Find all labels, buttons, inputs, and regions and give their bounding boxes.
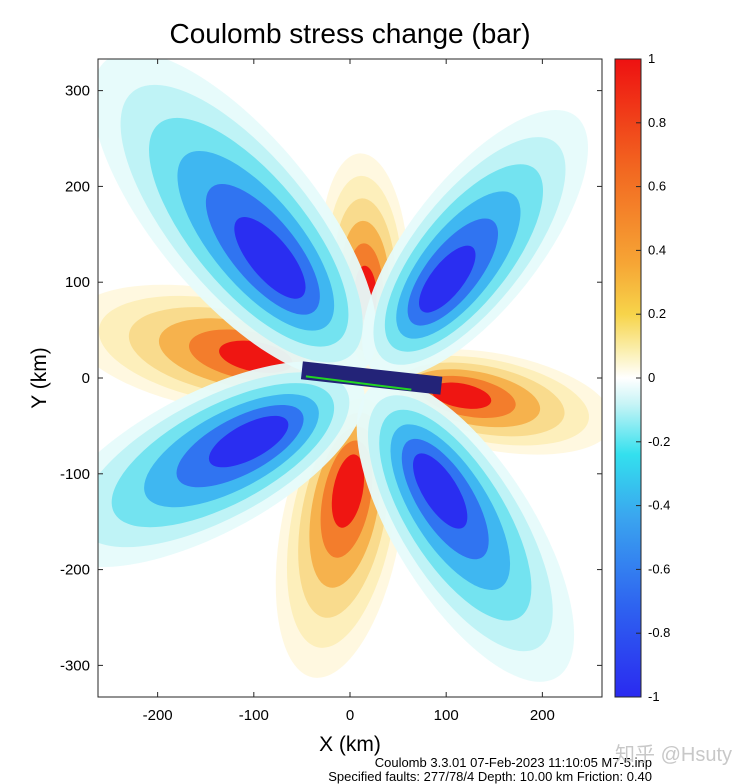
stress-lobe-ring [331, 454, 365, 528]
colorbar-ticks: 1 0.8 0.6 0.4 0.2 0 -0.2 -0.4 -0.6 -0.8 -1 [636, 51, 670, 704]
x-axis-label: X (km) [319, 733, 381, 756]
colorbar: 1 0.8 0.6 0.4 0.2 0 -0.2 -0.4 -0.6 -0.8 -1 [614, 51, 670, 704]
x-tick-label: 0 [346, 707, 354, 724]
colorbar-tick-label: -0.8 [648, 625, 670, 640]
colorbar-tick-label: -0.2 [648, 434, 670, 449]
fault-slip-line [305, 375, 412, 391]
x-axis: -200 -100 0 100 200 [143, 59, 555, 724]
footer-line-1: Coulomb 3.3.01 07-Feb-2023 11:10:05 M7-5… [374, 755, 652, 770]
y-tick-label: -100 [60, 466, 90, 483]
colorbar-tick-label: 0.2 [648, 306, 666, 321]
stress-lobe-ring [431, 382, 492, 409]
footer-line-2: Specified faults: 277/78/4 Depth: 10.00 … [328, 769, 652, 784]
colorbar-tick-label: -1 [648, 689, 660, 704]
stress-lobe-south-east [356, 380, 575, 682]
stress-lobe-ring [419, 245, 476, 313]
x-tick-label: -200 [143, 707, 173, 724]
chart-title: Coulomb stress change (bar) [169, 18, 531, 49]
colorbar-tick-label: -0.6 [648, 561, 670, 576]
y-axis: -300 -200 -100 0 100 200 300 [60, 83, 602, 674]
y-tick-label: -300 [60, 657, 90, 674]
y-axis-label: Y (km) [28, 347, 51, 408]
x-tick-label: 200 [530, 707, 555, 724]
stress-lobe-north-west [98, 59, 378, 379]
y-tick-label: 0 [82, 370, 90, 387]
fault-group [300, 361, 443, 395]
colorbar-tick-label: 0.4 [648, 242, 666, 257]
x-tick-label: 100 [434, 707, 459, 724]
fault-plane [300, 361, 443, 395]
y-tick-label: 200 [65, 178, 90, 195]
stress-lobe-ring [208, 415, 289, 468]
stress-lobe-ring [234, 217, 306, 299]
y-tick-label: 100 [65, 274, 90, 291]
plot-area [98, 59, 602, 697]
colorbar-tick-label: 0.6 [648, 179, 666, 194]
stress-lobe-ring [413, 453, 468, 529]
stress-lobe-north-east [362, 109, 589, 378]
watermark: 知乎 @Hsuty [615, 744, 732, 766]
y-tick-label: -200 [60, 562, 90, 579]
colorbar-tick-label: -0.4 [648, 498, 670, 513]
stress-lobe-south-west [98, 361, 365, 568]
y-tick-label: 300 [65, 83, 90, 100]
colorbar-tick-label: 1 [648, 51, 655, 66]
colorbar-tick-label: 0 [648, 370, 655, 385]
x-tick-label: -100 [239, 707, 269, 724]
stress-field [98, 59, 602, 682]
colorbar-tick-label: 0.8 [648, 115, 666, 130]
